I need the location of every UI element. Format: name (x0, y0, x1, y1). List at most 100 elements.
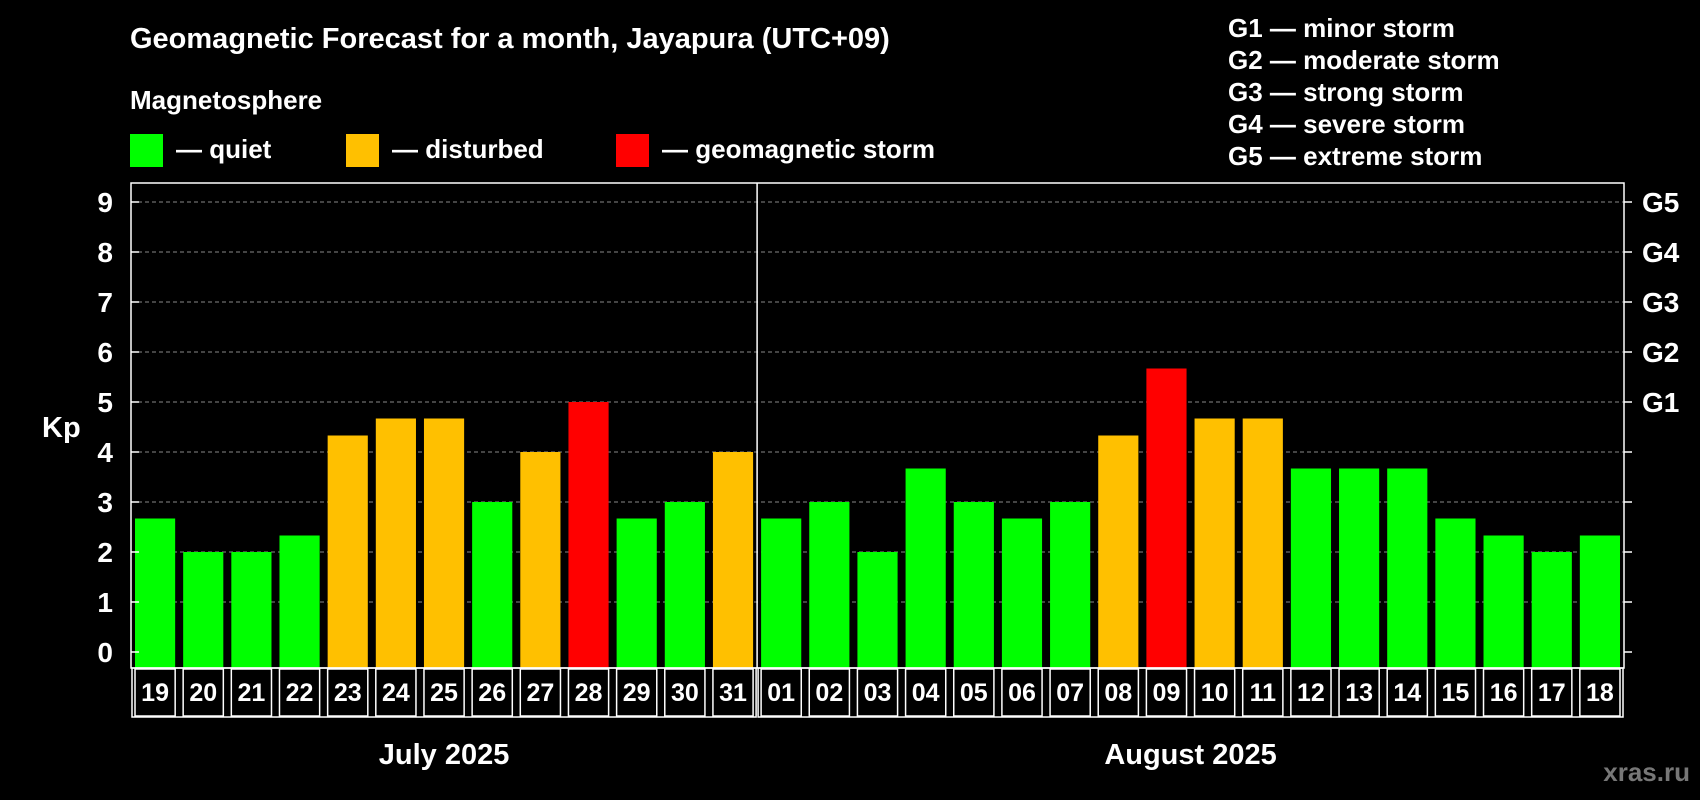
y-tick-label-6: 6 (97, 337, 113, 368)
bar-19-0 (135, 518, 176, 668)
day-box-28 (1482, 668, 1525, 717)
day-box-13 (760, 668, 803, 717)
bar-23-4 (327, 435, 368, 668)
day-box-10 (615, 668, 658, 717)
month-labels: July 2025 August 2025 (379, 739, 1277, 771)
day-box-2 (230, 668, 273, 717)
x-axis-days: 19 20 21 22 23 24 25 26 27 28 29 30 31 01 02 03 04 05 06 07… (131, 667, 1624, 718)
bar-28-9 (568, 402, 609, 668)
day-box-8 (519, 668, 562, 717)
month-bracket-1 (757, 667, 1624, 718)
bar-21-2 (231, 552, 272, 668)
day-label-23: 11 (1250, 679, 1277, 707)
day-label-30: 18 (1586, 679, 1614, 707)
day-label-8: 27 (526, 679, 554, 707)
bar-12-24 (1290, 468, 1332, 668)
day-label-25: 13 (1345, 679, 1373, 707)
day-label-12: 31 (719, 679, 747, 707)
day-box-26 (1386, 668, 1429, 717)
day-label-11: 30 (671, 679, 699, 707)
bar-17-29 (1531, 552, 1572, 668)
day-box-25 (1338, 668, 1380, 717)
right-label-G3: G3 (1642, 287, 1679, 318)
day-label-6: 25 (430, 679, 458, 707)
y-tick-label-9: 9 (97, 187, 113, 218)
month-label-1: August 2025 (1104, 739, 1276, 771)
y-tick-label-5: 5 (97, 387, 113, 418)
day-label-2: 21 (237, 679, 265, 707)
day-label-15: 03 (864, 679, 892, 707)
day-label-0: 19 (141, 679, 169, 707)
storm-scale-item-1: G2 — moderate storm (1228, 45, 1500, 75)
day-box-19 (1049, 668, 1091, 717)
bar-06-18 (1001, 518, 1043, 668)
day-box-5 (375, 668, 417, 717)
bar-18-30 (1579, 535, 1620, 668)
day-box-1 (182, 668, 225, 717)
bar-31-12 (712, 452, 754, 668)
bar-20-1 (183, 552, 224, 668)
day-box-15 (856, 668, 899, 717)
day-label-22: 10 (1201, 679, 1229, 707)
day-label-16: 04 (912, 679, 940, 707)
day-label-26: 14 (1393, 679, 1421, 707)
bar-04-16 (905, 468, 946, 668)
bar-24-5 (375, 418, 416, 668)
legend-swatch-1 (346, 134, 379, 167)
legend-swatch-0 (130, 134, 163, 167)
bar-14-26 (1387, 468, 1428, 668)
chart-title: Geomagnetic Forecast for a month, Jayapu… (130, 23, 890, 55)
day-box-9 (567, 668, 610, 717)
day-label-14: 02 (815, 679, 843, 707)
right-label-G1: G1 (1642, 387, 1679, 418)
day-box-21 (1145, 668, 1188, 717)
day-box-6 (423, 668, 465, 717)
day-box-17 (952, 668, 995, 717)
bar-05-17 (953, 502, 994, 668)
day-box-3 (278, 668, 321, 717)
month-label-0: July 2025 (379, 739, 510, 771)
bar-01-13 (761, 518, 802, 668)
bar-13-25 (1339, 468, 1380, 668)
day-box-30 (1579, 668, 1621, 717)
bar-02-14 (809, 502, 850, 668)
storm-scale-item-2: G3 — strong storm (1228, 77, 1463, 107)
day-label-4: 23 (334, 679, 362, 707)
storm-scale-item-4: G5 — extreme storm (1228, 141, 1482, 171)
day-label-7: 26 (478, 679, 506, 707)
day-label-1: 20 (189, 679, 217, 707)
bar-16-28 (1483, 535, 1524, 668)
day-label-10: 29 (623, 679, 651, 707)
y-axis: 0 1 2 3 4 5 6 7 8 9 (97, 187, 139, 668)
y-tick-label-7: 7 (97, 287, 113, 318)
bar-09-21 (1146, 368, 1187, 668)
legend-label-0: — quiet (176, 134, 272, 164)
storm-scale-item-3: G4 — severe storm (1228, 109, 1465, 139)
day-label-19: 07 (1056, 679, 1084, 707)
day-box-18 (1001, 668, 1043, 717)
right-label-G2: G2 (1642, 337, 1679, 368)
legend-title: Magnetosphere (130, 85, 322, 115)
y-tick-label-8: 8 (97, 237, 113, 268)
day-box-29 (1530, 668, 1573, 717)
y-axis-label: Kp (42, 412, 81, 444)
y-tick-label-4: 4 (97, 437, 113, 468)
day-label-9: 28 (575, 679, 603, 707)
day-box-11 (664, 668, 706, 717)
bar-15-27 (1435, 518, 1476, 668)
bar-08-20 (1098, 435, 1139, 668)
bar-03-15 (857, 552, 898, 668)
day-box-12 (712, 668, 754, 717)
day-label-27: 15 (1442, 679, 1470, 707)
day-label-13: 01 (767, 679, 795, 707)
day-box-0 (134, 668, 176, 717)
y-tick-label-3: 3 (97, 487, 113, 518)
day-box-14 (808, 668, 851, 717)
day-label-3: 22 (286, 679, 314, 707)
y-tick-label-1: 1 (97, 587, 113, 618)
day-label-28: 16 (1490, 679, 1518, 707)
bar-25-6 (423, 418, 465, 668)
legend-label-1: — disturbed (392, 134, 544, 164)
